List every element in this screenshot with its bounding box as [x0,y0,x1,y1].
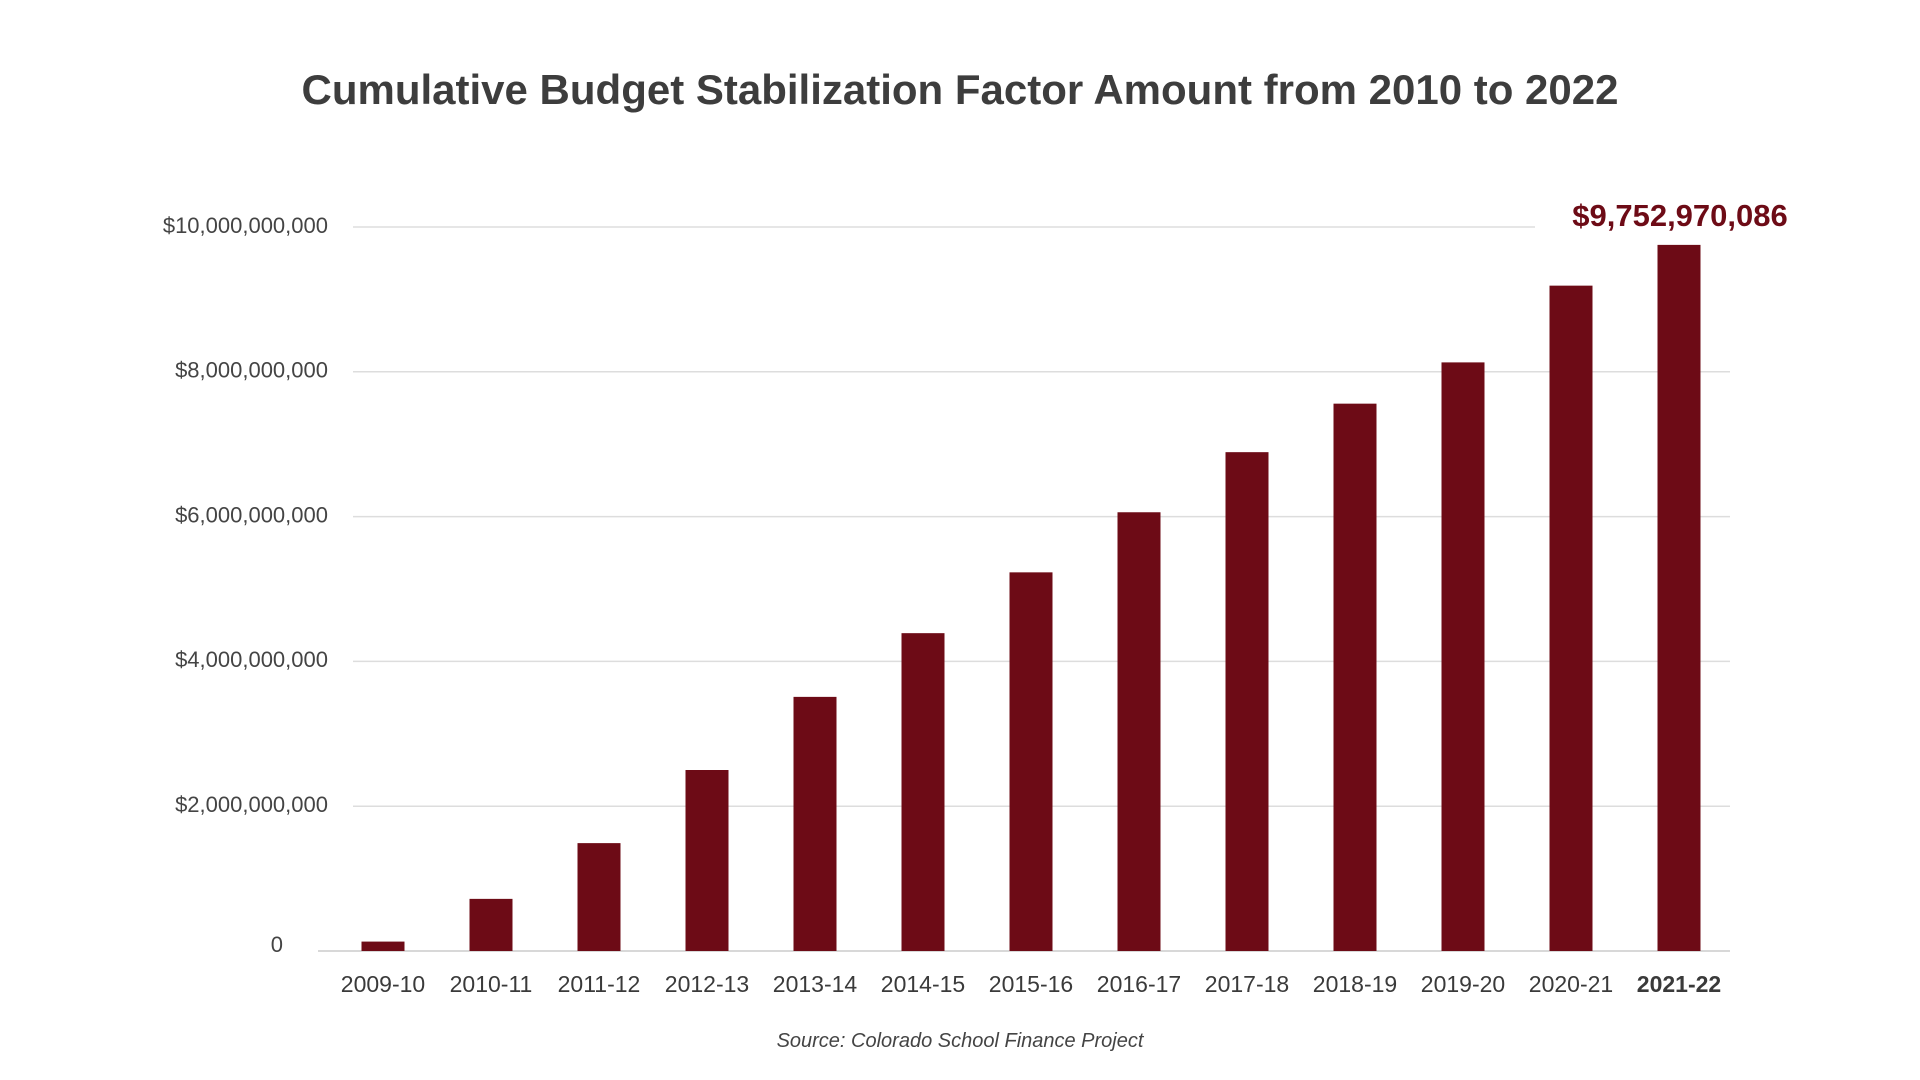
data-labels: $9,752,970,086 [1572,198,1788,233]
source-note: Source: Colorado School Finance Project [776,1030,1144,1052]
x-tick-label: 2010-11 [450,971,533,997]
x-tick-label: 2016-17 [1097,971,1181,997]
x-tick-label: 2017-18 [1205,971,1289,997]
x-tick-label: 2018-19 [1313,971,1397,997]
bar [1441,362,1485,951]
x-axis-tick-labels: 2009-10 2010-11 2011-12 2012-13 2013-14 2014-… [341,971,1721,997]
bar [577,843,621,951]
bar [469,898,513,951]
bar [1117,512,1161,951]
x-tick-label: 2012-13 [665,971,749,997]
x-tick-label: 2014-15 [881,971,965,997]
bars [361,244,1701,952]
y-tick-label: $2,000,000,000 [175,792,328,817]
bar [901,633,945,951]
y-tick-label: $6,000,000,000 [175,502,328,527]
y-tick-label: 0 [271,932,283,957]
x-tick-label: 2019-20 [1421,971,1505,997]
bar [1225,452,1269,951]
x-tick-label: 2021-22 [1637,971,1721,997]
bar [1009,572,1053,951]
x-tick-label: 2013-14 [773,971,858,997]
chart-title: Cumulative Budget Stabilization Factor A… [301,66,1619,113]
bar [685,770,729,951]
x-tick-label: 2011-12 [558,971,641,997]
y-tick-label: $4,000,000,000 [175,647,328,672]
bar [1333,403,1377,951]
data-label: $9,752,970,086 [1572,198,1788,233]
x-tick-label: 2020-21 [1529,971,1613,997]
bar [1549,285,1593,951]
bar [793,696,837,951]
y-tick-label: $8,000,000,000 [175,358,328,383]
bar [1657,244,1701,952]
y-axis-tick-labels: 0 $2,000,000,000 $4,000,000,000 $6,000,000,… [163,213,328,957]
y-tick-label: $10,000,000,000 [163,213,328,238]
bar [361,941,405,951]
x-tick-label: 2015-16 [989,971,1073,997]
x-tick-label: 2009-10 [341,971,425,997]
